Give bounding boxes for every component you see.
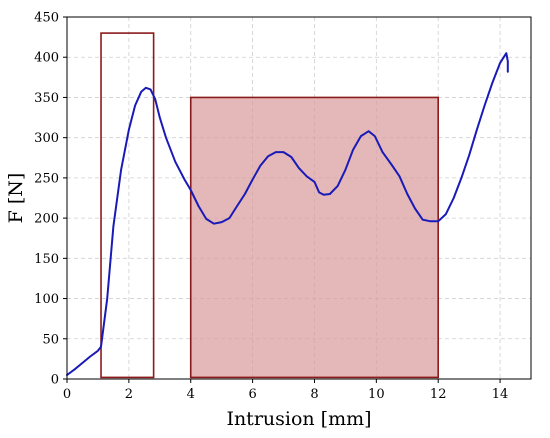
x-axis-label: Intrusion [mm] <box>226 408 371 430</box>
x-tick-label: 12 <box>430 387 447 402</box>
plot-frame <box>66 16 532 380</box>
y-tick-label: 250 <box>34 171 59 186</box>
highlight-region-1 <box>100 32 155 379</box>
x-tick-label: 8 <box>310 387 318 402</box>
x-tick-label: 4 <box>187 387 195 402</box>
highlight-region-2 <box>189 96 439 379</box>
regions <box>100 32 439 379</box>
y-tick-label: 150 <box>34 252 59 267</box>
x-tick-label: 2 <box>125 387 133 402</box>
y-tick-label: 300 <box>34 131 59 146</box>
x-tick-label: 10 <box>368 387 385 402</box>
y-tick-label: 400 <box>34 51 59 66</box>
series-line-1 <box>66 52 509 376</box>
y-tick-label: 100 <box>34 292 59 307</box>
y-tick-label: 50 <box>42 332 59 347</box>
x-tick-label: 0 <box>63 387 71 402</box>
y-tick-label: 350 <box>34 91 59 106</box>
x-tick-label: 6 <box>248 387 256 402</box>
x-tick-label: 14 <box>492 387 509 402</box>
series-lines <box>66 52 509 376</box>
y-tick-label: 450 <box>34 11 59 26</box>
y-tick-label: 200 <box>34 212 59 227</box>
y-axis-label: F [N] <box>5 173 27 224</box>
ticks: 0 2 4 6 8 10 12 14 0 50 100 150 200 250 300 350 400 450 <box>34 11 508 403</box>
y-tick-label: 0 <box>51 373 59 388</box>
